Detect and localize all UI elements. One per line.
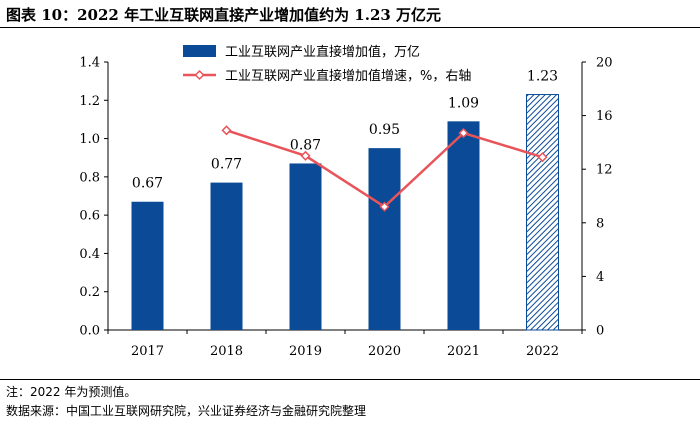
bar-data-label: 0.77 [211, 157, 242, 173]
y-left-tick-label: 0.2 [79, 285, 100, 300]
bar [526, 94, 559, 331]
y-right-tick-label: 0 [596, 324, 604, 339]
growth-line [221, 125, 548, 212]
bar-data-label: 0.87 [290, 137, 321, 153]
bar-data-label: 1.09 [448, 95, 479, 111]
legend-line-label: 工业互联网产业直接增加值增速，%，右轴 [225, 68, 471, 84]
bar [289, 163, 322, 330]
y-right-tick-label: 20 [596, 56, 613, 71]
bottom-rule [0, 379, 700, 380]
forecast-note: 注：2022 年为预测值。 [6, 385, 137, 399]
y-left-tick-label: 0.6 [79, 209, 100, 224]
bar-data-label: 1.23 [527, 69, 558, 85]
top-rule [0, 27, 700, 28]
legend-bar-label: 工业互联网产业直接增加值，万亿 [225, 44, 420, 60]
x-tick-label: 2018 [210, 344, 243, 359]
growth-point-marker [300, 150, 311, 161]
y-left-tick-label: 1.0 [79, 132, 100, 147]
growth-point-marker [458, 127, 469, 139]
x-tick-label: 2020 [368, 344, 401, 359]
y-left-tick-label: 0.8 [79, 170, 100, 185]
y-left-tick-label: 1.2 [79, 94, 100, 109]
growth-point-marker [221, 125, 232, 136]
y-left-tick-label: 0.4 [79, 247, 100, 262]
y-right-tick-label: 16 [596, 109, 613, 124]
bar-data-label: 0.67 [132, 176, 163, 192]
x-tick-label: 2019 [289, 344, 322, 359]
y-left-tick-label: 1.4 [79, 56, 100, 71]
figure-title: 图表 10：2022 年工业互联网直接产业增加值约为 1.23 万亿元 [6, 6, 442, 24]
growth-point-marker [537, 152, 548, 163]
x-tick-label: 2021 [447, 344, 480, 359]
legend-bar-swatch [183, 45, 216, 57]
y-right-tick-label: 8 [596, 216, 604, 231]
bar-data-label: 0.95 [369, 122, 400, 138]
bar [210, 182, 243, 330]
legend-line-marker [194, 69, 205, 81]
growth-point-marker [379, 201, 390, 212]
y-left-tick-label: 0.0 [79, 324, 100, 339]
y-right-tick-label: 12 [596, 163, 613, 178]
x-tick-label: 2017 [131, 344, 164, 359]
source-note: 数据来源：中国工业互联网研究院，兴业证券经济与金融研究院整理 [6, 404, 367, 418]
axes: 0.0 0.2 0.4 0.6 0.8 1.0 1.2 1.4 0 4 8 12 16 20 2017 201… [79, 56, 612, 360]
y-right-tick-label: 4 [596, 270, 604, 285]
bar [368, 148, 401, 330]
bar [447, 121, 480, 330]
bar [131, 201, 164, 330]
x-tick-label: 2022 [526, 344, 559, 359]
bars: 0.67 0.77 0.87 0.95 1.09 1.23 [131, 69, 559, 331]
